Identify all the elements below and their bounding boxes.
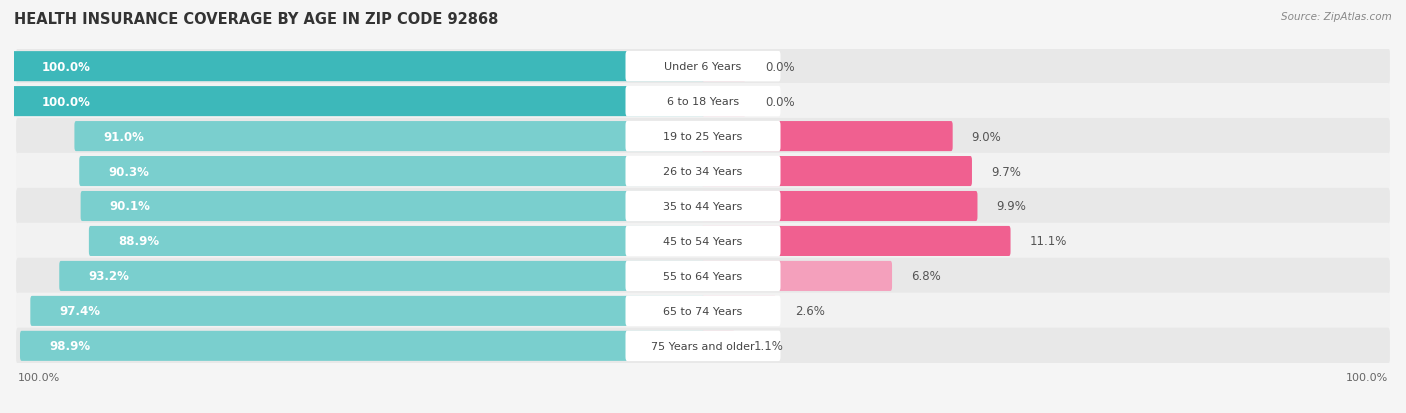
Text: 90.1%: 90.1%	[110, 200, 150, 213]
Text: 45 to 54 Years: 45 to 54 Years	[664, 236, 742, 247]
FancyBboxPatch shape	[80, 192, 704, 221]
FancyBboxPatch shape	[15, 328, 1391, 364]
Text: 6.8%: 6.8%	[911, 270, 941, 283]
FancyBboxPatch shape	[626, 261, 780, 292]
Text: 0.0%: 0.0%	[765, 95, 794, 108]
Text: 1.1%: 1.1%	[754, 339, 785, 352]
FancyBboxPatch shape	[702, 52, 747, 82]
Text: 88.9%: 88.9%	[118, 235, 159, 248]
FancyBboxPatch shape	[15, 223, 1391, 259]
Text: 11.1%: 11.1%	[1029, 235, 1067, 248]
Text: 90.3%: 90.3%	[108, 165, 149, 178]
Text: 19 to 25 Years: 19 to 25 Years	[664, 132, 742, 142]
FancyBboxPatch shape	[75, 122, 704, 152]
FancyBboxPatch shape	[702, 157, 972, 187]
Legend: With Coverage, Without Coverage: With Coverage, Without Coverage	[574, 410, 832, 413]
Text: 98.9%: 98.9%	[49, 339, 90, 352]
Text: 100.0%: 100.0%	[42, 61, 90, 74]
FancyBboxPatch shape	[702, 261, 891, 291]
Text: 93.2%: 93.2%	[89, 270, 129, 283]
Text: 97.4%: 97.4%	[59, 305, 101, 318]
Text: Source: ZipAtlas.com: Source: ZipAtlas.com	[1281, 12, 1392, 22]
FancyBboxPatch shape	[702, 192, 977, 221]
FancyBboxPatch shape	[20, 331, 704, 361]
FancyBboxPatch shape	[59, 261, 704, 291]
Text: 9.0%: 9.0%	[972, 130, 1001, 143]
Text: 35 to 44 Years: 35 to 44 Years	[664, 202, 742, 211]
FancyBboxPatch shape	[702, 296, 776, 326]
FancyBboxPatch shape	[13, 87, 704, 117]
Text: 65 to 74 Years: 65 to 74 Years	[664, 306, 742, 316]
FancyBboxPatch shape	[15, 84, 1391, 120]
FancyBboxPatch shape	[15, 49, 1391, 85]
Text: 0.0%: 0.0%	[765, 61, 794, 74]
Text: 9.7%: 9.7%	[991, 165, 1021, 178]
FancyBboxPatch shape	[702, 226, 1011, 256]
FancyBboxPatch shape	[626, 226, 780, 256]
FancyBboxPatch shape	[13, 52, 704, 82]
Text: 100.0%: 100.0%	[1346, 372, 1388, 382]
Text: HEALTH INSURANCE COVERAGE BY AGE IN ZIP CODE 92868: HEALTH INSURANCE COVERAGE BY AGE IN ZIP …	[14, 12, 499, 27]
FancyBboxPatch shape	[626, 331, 780, 361]
FancyBboxPatch shape	[15, 154, 1391, 190]
Text: 75 Years and older: 75 Years and older	[651, 341, 755, 351]
Text: Under 6 Years: Under 6 Years	[665, 62, 741, 72]
Text: 100.0%: 100.0%	[18, 372, 60, 382]
FancyBboxPatch shape	[626, 52, 780, 82]
Text: 9.9%: 9.9%	[997, 200, 1026, 213]
Text: 91.0%: 91.0%	[104, 130, 145, 143]
FancyBboxPatch shape	[15, 188, 1391, 225]
Text: 26 to 34 Years: 26 to 34 Years	[664, 166, 742, 177]
FancyBboxPatch shape	[31, 296, 704, 326]
FancyBboxPatch shape	[702, 87, 747, 117]
Text: 100.0%: 100.0%	[42, 95, 90, 108]
FancyBboxPatch shape	[702, 122, 953, 152]
FancyBboxPatch shape	[15, 258, 1391, 294]
FancyBboxPatch shape	[626, 296, 780, 326]
FancyBboxPatch shape	[15, 293, 1391, 329]
Text: 55 to 64 Years: 55 to 64 Years	[664, 271, 742, 281]
FancyBboxPatch shape	[702, 331, 735, 361]
FancyBboxPatch shape	[89, 226, 704, 256]
Text: 2.6%: 2.6%	[796, 305, 825, 318]
Text: 6 to 18 Years: 6 to 18 Years	[666, 97, 740, 107]
FancyBboxPatch shape	[79, 157, 704, 187]
FancyBboxPatch shape	[626, 87, 780, 117]
FancyBboxPatch shape	[15, 119, 1391, 155]
FancyBboxPatch shape	[626, 121, 780, 152]
FancyBboxPatch shape	[626, 191, 780, 222]
FancyBboxPatch shape	[626, 157, 780, 187]
